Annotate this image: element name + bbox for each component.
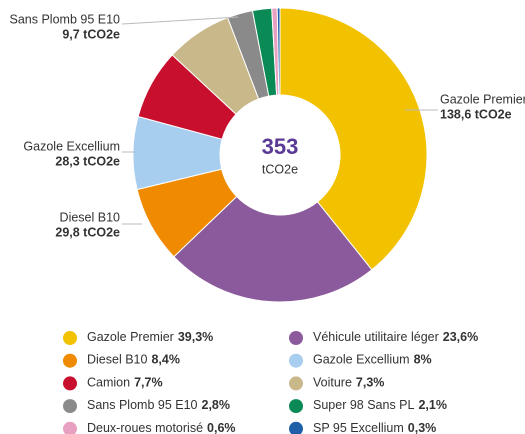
legend-value: 8,4% (151, 353, 180, 367)
legend-value: 2,1% (418, 398, 447, 412)
legend-name: Diesel B10 (87, 353, 147, 367)
legend-label: Deux-roues motorisé 0,6% (87, 421, 236, 434)
callout-value: 28,3 tCO2e (55, 154, 120, 168)
legend-marker (289, 399, 303, 414)
legend-name: Véhicule utilitaire léger (313, 330, 439, 344)
legend-marker (63, 331, 77, 345)
legend-label: Super 98 Sans PL 2,1% (313, 398, 447, 412)
legend-name: Sans Plomb 95 E10 (87, 398, 198, 412)
legend-name: Gazole Excellium (313, 353, 410, 367)
legend-value: 2,8% (202, 398, 231, 412)
legend-value: 23,6% (443, 330, 478, 344)
legend-label: Voiture 7,3% (313, 376, 384, 390)
legend-marker (289, 331, 303, 345)
callout-value: 29,8 tCO2e (55, 225, 120, 239)
callout-label: Diesel B10 (60, 210, 120, 224)
legend-marker (289, 421, 303, 434)
legend-marker (63, 421, 77, 434)
legend-value: 8% (414, 353, 432, 367)
legend-label: SP 95 Excellium 0,3% (313, 421, 436, 434)
donut-segment (276, 7, 281, 96)
donut-segment (279, 7, 428, 271)
legend-label: Diesel B10 8,4% (87, 353, 180, 367)
legend-label: Gazole Premier 39,3% (87, 330, 213, 344)
legend-marker (289, 376, 303, 391)
legend-label: Camion 7,7% (87, 376, 163, 390)
legend-marker (63, 399, 77, 414)
donut-segment (173, 195, 373, 303)
legend-name: Gazole Premier (87, 330, 174, 344)
legend-name: Super 98 Sans PL (313, 398, 415, 412)
callout-label: Sans Plomb 95 E10 (10, 12, 121, 26)
legend-name: Deux-roues motorisé (87, 421, 203, 434)
legend-value: 7,7% (134, 376, 163, 390)
callout-value: 9,7 tCO2e (62, 27, 120, 41)
legend-marker (63, 376, 77, 391)
legend-value: 0,3% (408, 421, 437, 434)
leader-line (121, 16, 239, 25)
legend-name: SP 95 Excellium (313, 421, 404, 434)
legend-value: 7,3% (356, 376, 385, 390)
total-unit: tCO2e (262, 162, 298, 176)
legend-marker (289, 353, 303, 368)
legend-name: Voiture (313, 376, 352, 390)
legend-value: 39,3% (178, 330, 213, 344)
callout-label: Gazole Premier (440, 92, 525, 106)
legend-label: Gazole Excellium 8% (313, 353, 432, 367)
callout-value: 138,6 tCO2e (440, 107, 512, 121)
legend-label: Sans Plomb 95 E10 2,8% (87, 398, 230, 412)
legend-name: Camion (87, 376, 130, 390)
legend-label: Véhicule utilitaire léger 23,6% (313, 330, 478, 344)
legend-marker (63, 353, 77, 368)
callout-label: Gazole Excellium (23, 139, 120, 153)
total-value: 353 (262, 134, 299, 159)
legend-value: 0,6% (207, 421, 236, 434)
